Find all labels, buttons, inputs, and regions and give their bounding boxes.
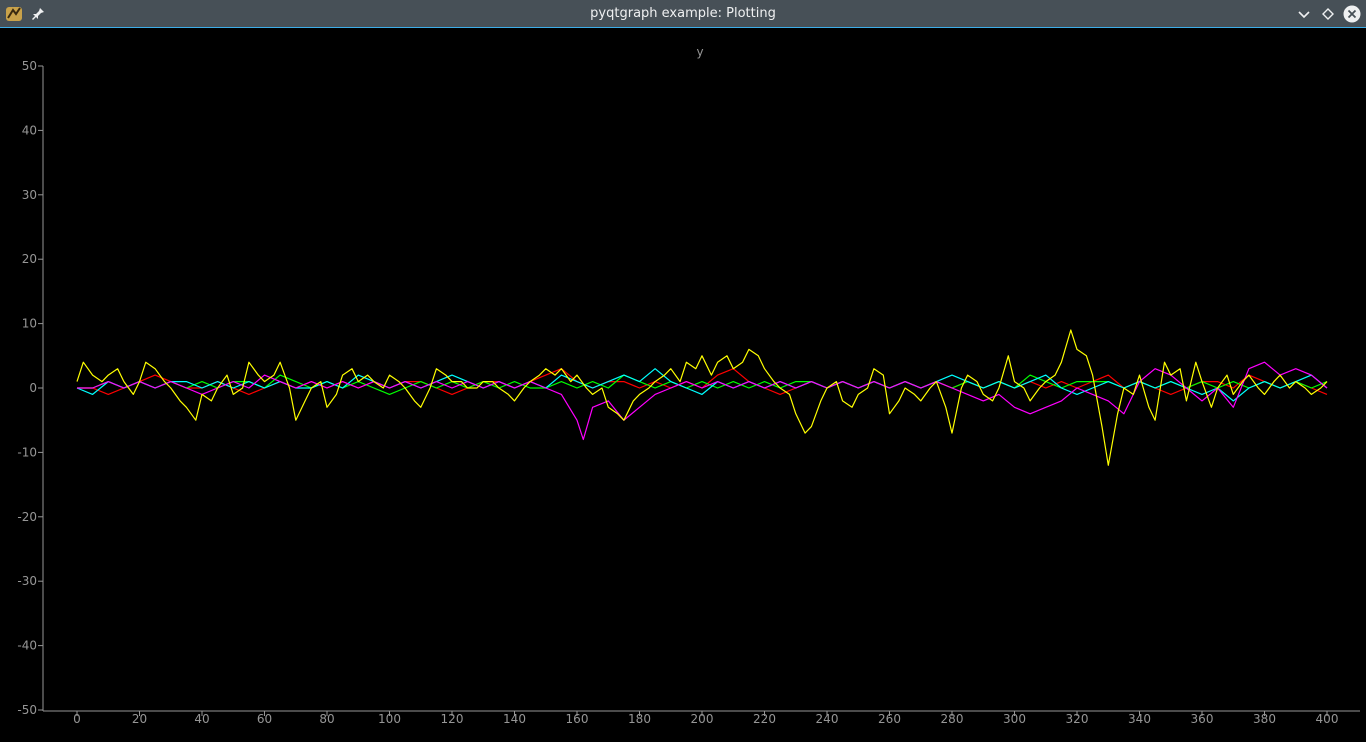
series-line-2 — [77, 374, 1328, 395]
x-tick-label: 320 — [1066, 712, 1089, 726]
app-icon[interactable] — [4, 4, 24, 24]
x-tick-label: 0 — [73, 712, 81, 726]
minimize-icon[interactable] — [1295, 5, 1313, 23]
x-tick-label: 200 — [691, 712, 714, 726]
x-tick-label: 20 — [132, 712, 147, 726]
x-tick-label: 240 — [816, 712, 839, 726]
x-tick-label: 400 — [1316, 712, 1339, 726]
series-line-3 — [76, 368, 1328, 402]
x-tick-label: 340 — [1128, 712, 1151, 726]
x-tick-label: 300 — [1003, 712, 1026, 726]
y-tick-label: -40 — [17, 639, 37, 653]
window-titlebar[interactable]: pyqtgraph example: Plotting — [0, 0, 1366, 28]
y-tick-label: -10 — [17, 445, 37, 459]
x-tick-label: 120 — [441, 712, 464, 726]
y-tick-label: 10 — [22, 317, 37, 331]
y-tick-label: 40 — [22, 123, 37, 137]
y-tick-label: -50 — [17, 703, 37, 717]
x-tick-label: 140 — [503, 712, 526, 726]
plot-area[interactable]: y 50 40 30 20 10 0 -10 -20 -30 -40 -50 0 20 40 60 80 100… — [0, 29, 1366, 738]
x-tick-label: 40 — [194, 712, 209, 726]
maximize-icon[interactable] — [1319, 5, 1337, 23]
x-tick-label: 380 — [1253, 712, 1276, 726]
y-tick-label: -20 — [17, 510, 37, 524]
series-line-5 — [76, 329, 1328, 466]
x-tick-label: 80 — [319, 712, 334, 726]
window-title: pyqtgraph example: Plotting — [590, 6, 776, 21]
y-tick-label: 30 — [22, 188, 37, 202]
plot-title: y — [696, 45, 703, 59]
series-line-4 — [77, 361, 1328, 441]
x-tick-label: 100 — [378, 712, 401, 726]
y-tick-label: 0 — [29, 381, 37, 395]
x-tick-label: 360 — [1191, 712, 1214, 726]
pin-icon[interactable] — [30, 6, 46, 22]
y-tick-label: -30 — [17, 574, 37, 588]
x-tick-label: 260 — [878, 712, 901, 726]
x-tick-label: 220 — [753, 712, 776, 726]
x-tick-label: 60 — [257, 712, 272, 726]
close-icon[interactable] — [1343, 5, 1361, 23]
x-tick-label: 180 — [628, 712, 651, 726]
y-tick-label: 50 — [22, 59, 37, 73]
y-tick-label: 20 — [22, 252, 37, 266]
x-tick-label: 280 — [941, 712, 964, 726]
x-tick-label: 160 — [566, 712, 589, 726]
